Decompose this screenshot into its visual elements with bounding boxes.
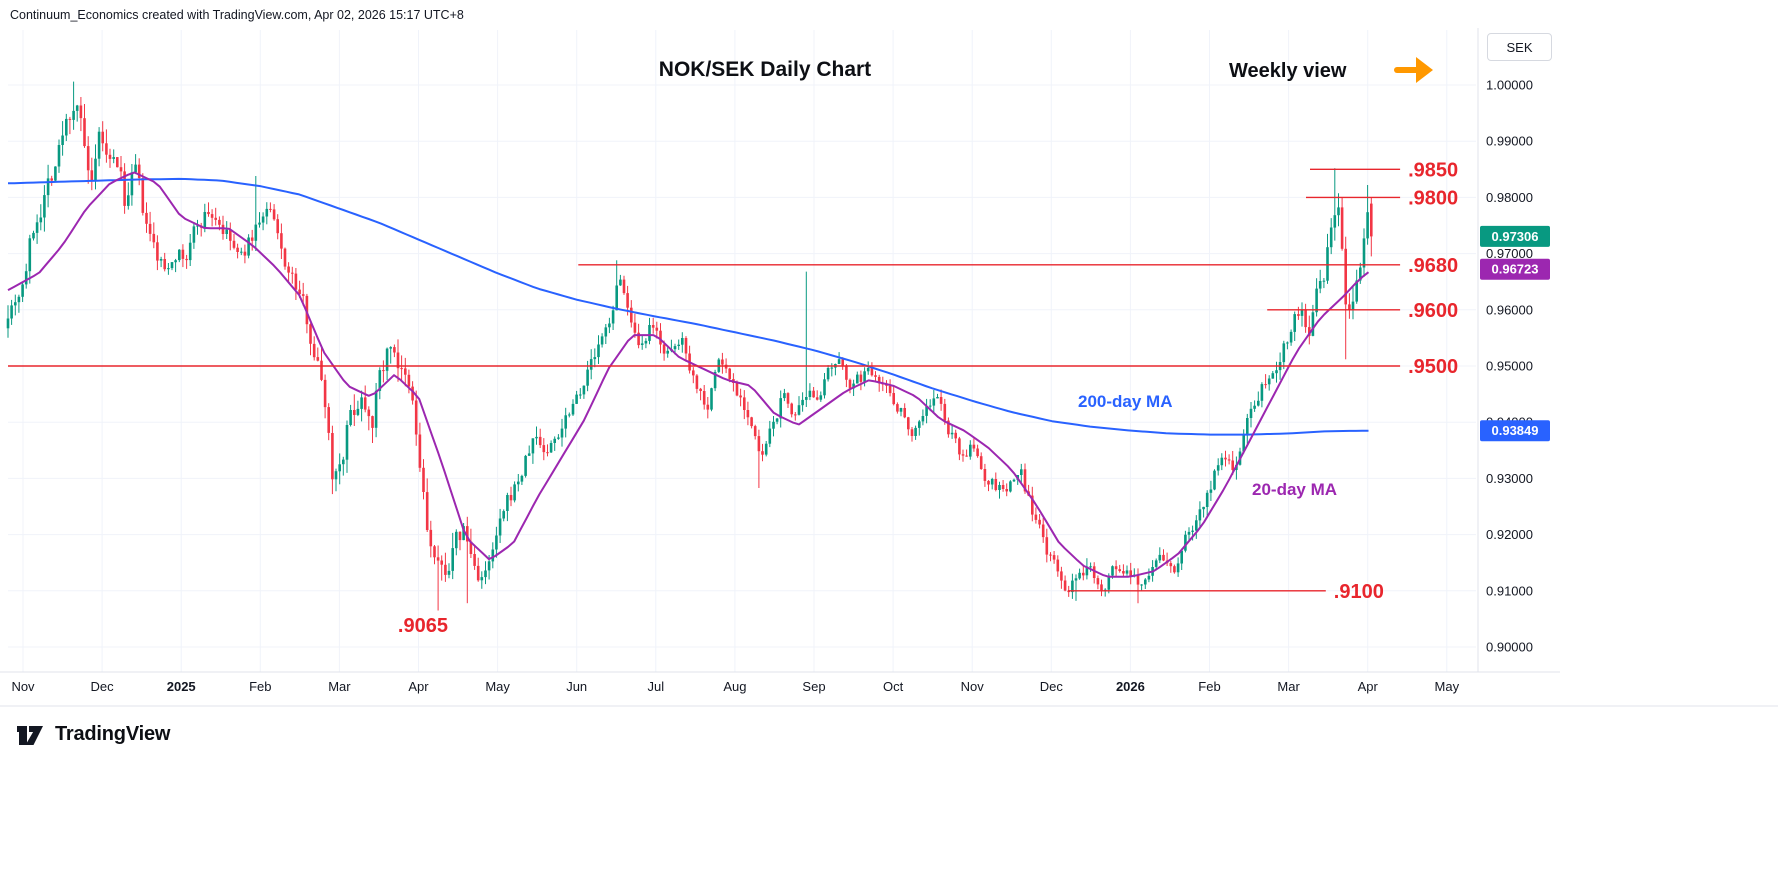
x-axis-tick: Apr [1358, 679, 1379, 694]
ma20-badge-value: 0.96723 [1492, 262, 1539, 277]
level-label-.9500[interactable]: .9500 [1408, 356, 1458, 378]
price-chart-canvas[interactable]: .9850 .9800 .9680 .9600 .9500 .9100 .9065 1.000… [0, 0, 1778, 712]
chart-title[interactable]: NOK/SEK Daily Chart [658, 58, 872, 81]
tradingview-footer: TradingView [12, 716, 170, 752]
attribution-text: Continuum_Economics created with Trading… [10, 8, 464, 22]
x-axis-tick: Aug [723, 679, 746, 694]
level-label-.9680[interactable]: .9680 [1408, 255, 1458, 277]
x-axis-tick: Apr [408, 679, 429, 694]
right-arrow-icon[interactable] [1393, 51, 1437, 89]
ma20-label[interactable]: 20-day MA [1252, 480, 1338, 499]
x-axis-tick: Jul [647, 679, 664, 694]
tradingview-logo-icon[interactable] [12, 716, 48, 752]
ma20-badge [1480, 258, 1550, 280]
x-axis-tick: Mar [1277, 679, 1300, 694]
x-axis-tick: Oct [883, 679, 904, 694]
y-axis-tick: 0.91000 [1486, 583, 1533, 598]
x-axis-tick: Sep [802, 679, 825, 694]
level-label-.9600[interactable]: .9600 [1408, 300, 1458, 322]
grid-lines [8, 30, 1476, 672]
x-axis-tick: Feb [249, 679, 271, 694]
ma20-line[interactable] [7, 171, 1370, 578]
y-axis-tick: 0.97000 [1486, 246, 1533, 261]
y-axis-tick: 0.93000 [1486, 471, 1533, 486]
x-axis-tick: Mar [328, 679, 351, 694]
x-axis-tick: Dec [91, 679, 115, 694]
y-axis-tick: 0.99000 [1486, 134, 1533, 149]
price-scale[interactable]: 1.00000 0.99000 0.98000 0.97000 0.96000 0.950… [1480, 78, 1550, 655]
ma200-badge-value: 0.93849 [1492, 423, 1539, 438]
y-axis-tick: 0.96000 [1486, 302, 1533, 317]
x-axis-tick: 2025 [167, 679, 196, 694]
x-axis-tick: 2026 [1116, 679, 1145, 694]
y-axis-tick: 0.90000 [1486, 640, 1533, 655]
ma200-badge [1480, 420, 1550, 442]
last-price-badge [1480, 225, 1550, 247]
weekly-view-label[interactable]: Weekly view [1229, 60, 1347, 82]
x-axis-tick: May [1435, 679, 1460, 694]
candlestick-series[interactable] [6, 81, 1373, 611]
tradingview-wordmark[interactable]: TradingView [55, 722, 171, 745]
x-axis-tick: Jun [566, 679, 587, 694]
x-axis-tick: Nov [961, 679, 985, 694]
last-price-badge-value: 0.97306 [1492, 229, 1539, 244]
time-scale[interactable]: Nov Dec 2025 Feb Mar Apr May Jun Jul Aug Sep Oct Nov… [11, 679, 1459, 694]
level-label-.9100[interactable]: .9100 [1334, 581, 1384, 603]
level-label-.9800[interactable]: .9800 [1408, 187, 1458, 209]
y-axis-tick: 0.98000 [1486, 190, 1533, 205]
x-axis-tick: Feb [1198, 679, 1220, 694]
y-axis-tick: 0.92000 [1486, 527, 1533, 542]
level-label-.9850[interactable]: .9850 [1408, 159, 1458, 181]
annotation-label-.9065[interactable]: .9065 [398, 615, 448, 637]
ma200-line[interactable] [7, 177, 1369, 436]
y-axis-tick: 1.00000 [1486, 78, 1533, 93]
x-axis-tick: May [485, 679, 510, 694]
ma200-label[interactable]: 200-day MA [1078, 392, 1173, 411]
y-axis-tick: 0.95000 [1486, 359, 1533, 374]
x-axis-tick: Nov [11, 679, 35, 694]
x-axis-tick: Dec [1040, 679, 1064, 694]
currency-unit-button[interactable]: SEK [1487, 33, 1552, 61]
